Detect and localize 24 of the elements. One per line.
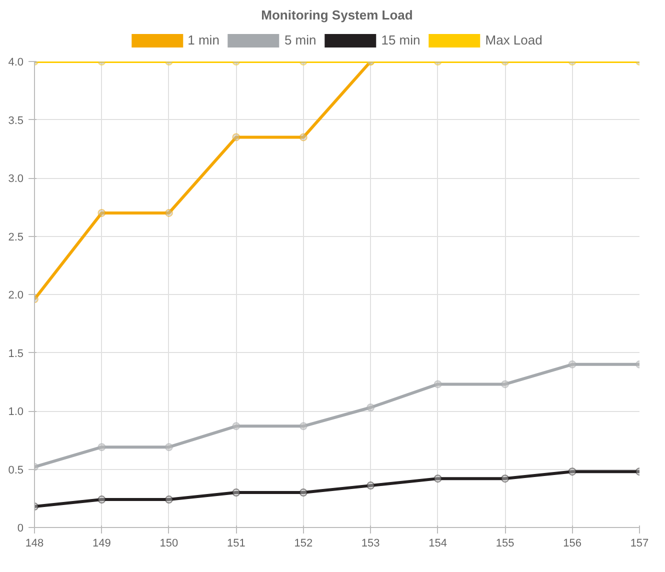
y-tick-label: 2.0 <box>8 290 24 302</box>
x-tick-label: 156 <box>563 538 582 550</box>
y-tick-label: 0 <box>17 522 24 534</box>
legend-label: 5 min <box>284 32 316 48</box>
legend-label: 15 min <box>381 32 420 48</box>
x-tick-label: 153 <box>361 538 380 550</box>
x-tick-label: 155 <box>496 538 514 550</box>
y-tick-label: 1.5 <box>8 348 24 360</box>
x-tick-label: 157 <box>630 538 649 550</box>
x-tick-label: 152 <box>294 538 313 550</box>
y-tick-label: 0.5 <box>8 464 24 476</box>
legend-label: Max Load <box>485 32 542 48</box>
x-tick-label: 150 <box>160 538 178 550</box>
x-tick-label: 154 <box>428 538 448 550</box>
x-tick-label: 151 <box>226 538 246 550</box>
y-tick-label: 3.5 <box>8 114 24 127</box>
y-tick-label: 2.5 <box>8 231 24 244</box>
legend-label: 1 min <box>188 32 220 48</box>
x-tick-label: 149 <box>92 538 111 550</box>
y-tick-label: 4.0 <box>8 56 24 68</box>
chart-title: Monitoring System Load <box>261 8 413 22</box>
y-tick-label: 3.0 <box>8 173 24 185</box>
y-tick-label: 1.0 <box>8 406 24 418</box>
x-tick-label: 148 <box>25 538 44 550</box>
